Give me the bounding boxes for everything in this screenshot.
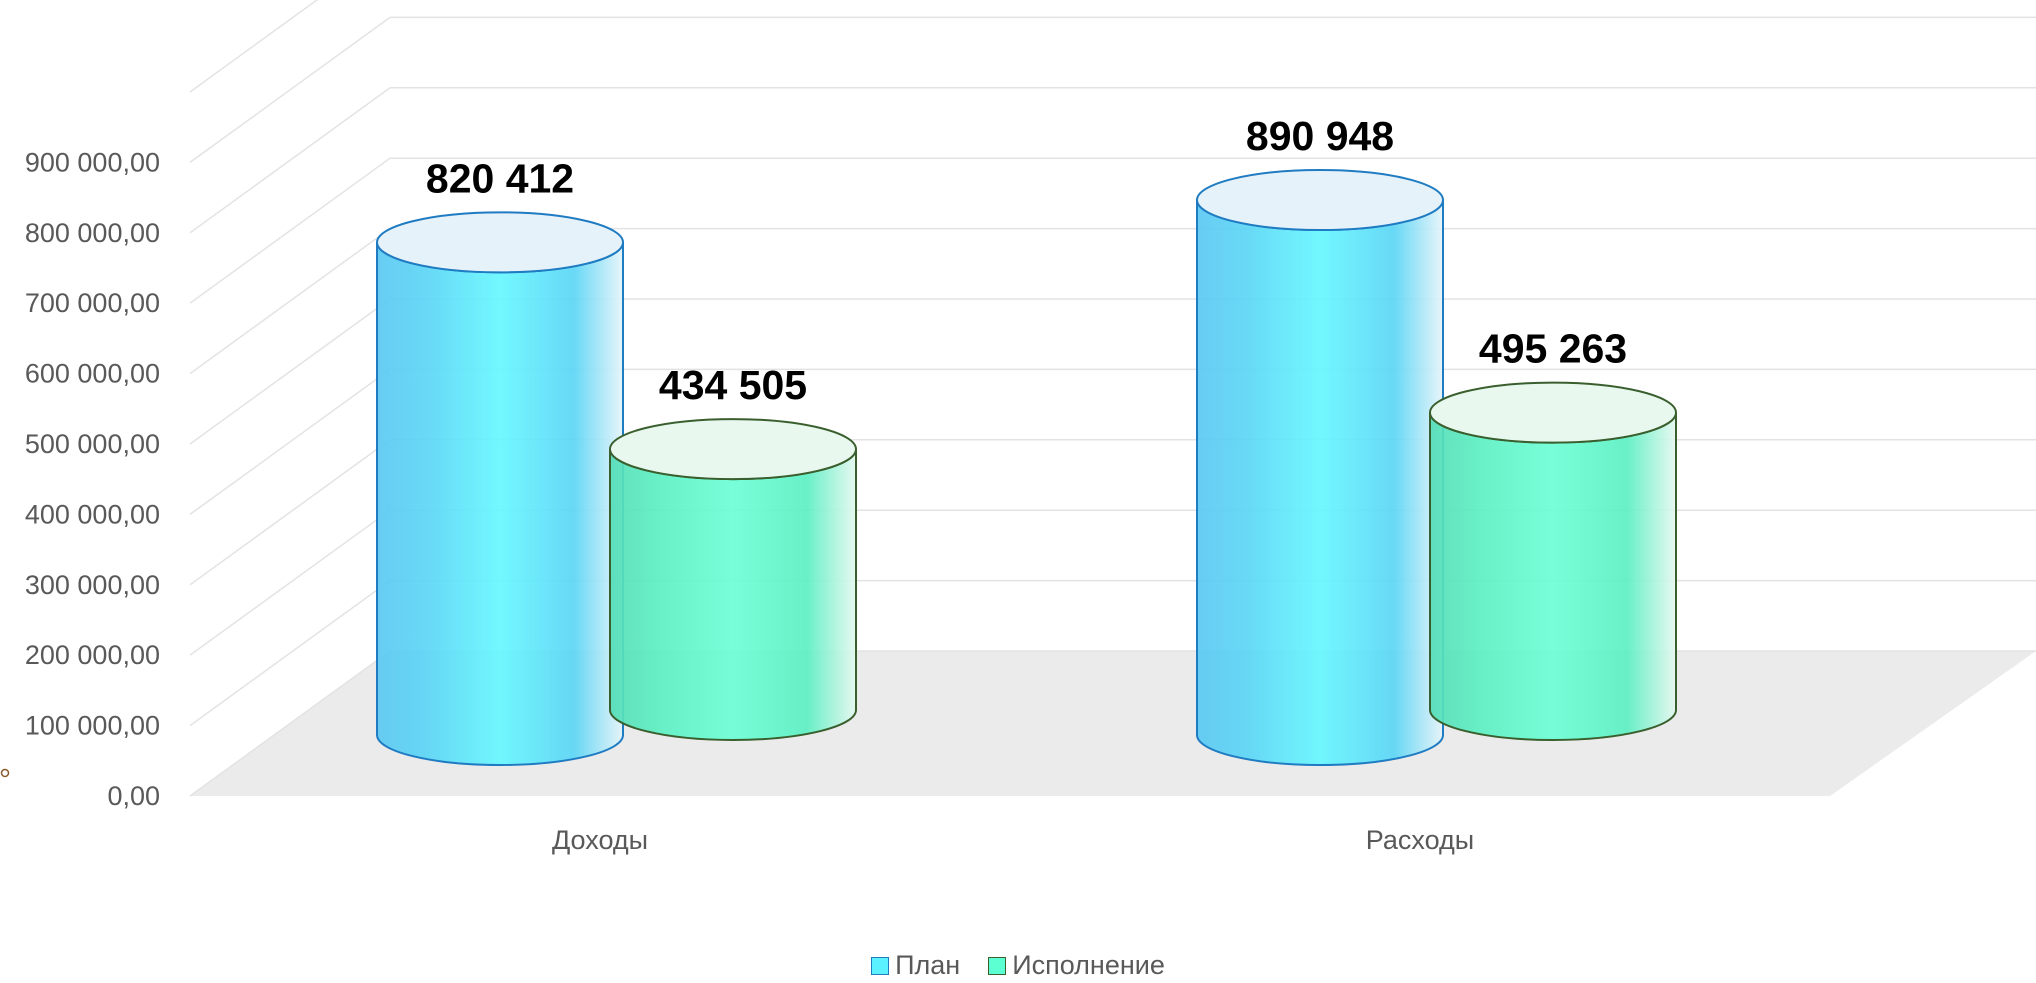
y-tick-label: 500 000,00 (25, 429, 160, 459)
plot-area: 820 412 890 948 434 505 495 263 (376, 113, 1677, 766)
gridline-side (189, 579, 391, 727)
cylinder-body (376, 242, 624, 766)
legend-label-plan: План (895, 950, 961, 980)
legend-swatch-plan (871, 956, 890, 975)
y-tick-label: 600 000,00 (25, 359, 160, 389)
legend: План Исполнение (0, 950, 2036, 981)
gridline-side (189, 0, 319, 93)
data-label: 890 948 (1246, 113, 1394, 159)
gridline-side (189, 298, 391, 445)
x-axis: Доходы Расходы (552, 825, 1474, 855)
data-label: 495 263 (1479, 326, 1627, 372)
cylinder-План (1196, 169, 1444, 766)
gridline-side (189, 157, 391, 304)
cylinder-top (1196, 169, 1444, 231)
y-tick-label: 0,00 (107, 781, 160, 811)
y-tick-label: 300 000,00 (25, 570, 160, 600)
gridline-side (189, 368, 391, 516)
gridline-side (189, 87, 391, 234)
y-tick-label: 800 000,00 (25, 218, 160, 248)
cylinder-body (1196, 199, 1444, 766)
y-tick-label: 900 000,00 (25, 147, 160, 177)
y-tick-label: 400 000,00 (25, 499, 160, 529)
cylinder-Исполнение (1429, 381, 1677, 741)
legend-swatch-execution (988, 956, 1007, 975)
cylinder-top (1429, 381, 1677, 444)
cylinder-body (609, 449, 857, 741)
cylinder-Исполнение (609, 418, 857, 741)
cylinder-top (609, 418, 857, 481)
gridline-side (189, 16, 391, 164)
y-tick-label: 100 000,00 (25, 711, 160, 741)
gridline-side (189, 650, 391, 797)
x-category-label: Расходы (1366, 825, 1474, 855)
legend-item-plan: План (871, 950, 960, 981)
data-label: 820 412 (426, 155, 574, 201)
y-tick-label: 700 000,00 (25, 288, 160, 318)
legend-item-execution: Исполнение (988, 950, 1165, 981)
data-label: 434 505 (659, 362, 807, 408)
gridline-side (189, 509, 391, 656)
gridline-side (189, 439, 391, 586)
x-category-label: Доходы (552, 825, 648, 855)
legend-label-execution: Исполнение (1012, 950, 1165, 980)
cylinder-План (376, 211, 624, 766)
cylinder-top (376, 211, 624, 274)
cylinder-body (1429, 412, 1677, 741)
y-tick-label: 200 000,00 (25, 640, 160, 670)
gridline-side (189, 227, 391, 375)
y-axis: 0,00 100 000,00 200 000,00 300 000,00 400 00… (25, 147, 160, 811)
stray-mark (0, 768, 10, 778)
